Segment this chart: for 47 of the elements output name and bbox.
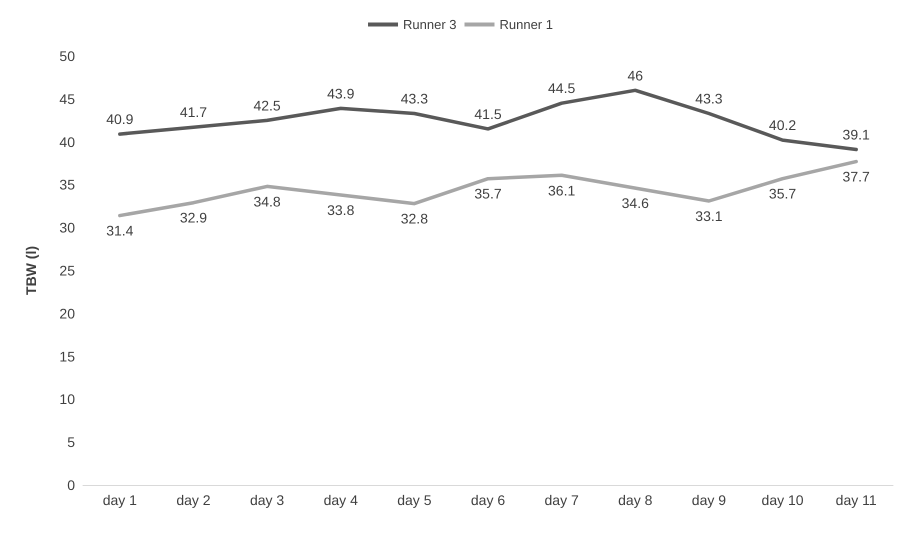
x-tick-label: day 9 — [692, 492, 726, 508]
y-tick-label: 45 — [59, 90, 76, 107]
y-tick-label: 20 — [59, 305, 76, 322]
data-label: 39.1 — [842, 126, 870, 143]
data-label: 32.9 — [180, 210, 208, 226]
data-label: 34.8 — [253, 193, 281, 210]
data-label: 43.3 — [400, 90, 428, 106]
data-label: 33.1 — [695, 208, 723, 224]
y-tick-label: 35 — [59, 176, 76, 193]
x-tick-label: day 7 — [544, 492, 579, 508]
data-label: 43.9 — [327, 85, 355, 102]
data-label: 37.7 — [842, 168, 870, 185]
x-tick-label: day 4 — [324, 492, 358, 508]
data-label: 46 — [627, 67, 644, 84]
y-axis-title: TBW (l) — [23, 246, 39, 295]
data-label: 35.7 — [474, 186, 502, 202]
data-label: 36.1 — [548, 182, 576, 198]
data-label: 44.5 — [548, 80, 576, 96]
x-tick-label: day 5 — [397, 492, 432, 508]
data-label: 35.7 — [768, 186, 796, 202]
data-label: 31.4 — [106, 222, 134, 239]
data-label: 41.5 — [474, 106, 502, 122]
x-tick-label: day 6 — [470, 492, 506, 508]
data-label: 41.7 — [180, 104, 208, 120]
y-tick-label: 10 — [59, 391, 76, 408]
x-tick-label: day 3 — [250, 492, 284, 508]
legend-label: Runner 3 — [403, 17, 457, 32]
x-tick-label: day 10 — [762, 492, 804, 508]
data-label: 43.3 — [695, 90, 723, 106]
legend-label: Runner 1 — [500, 17, 553, 32]
y-tick-label: 0 — [67, 477, 76, 493]
data-label: 42.5 — [253, 97, 281, 114]
data-label: 40.9 — [106, 111, 134, 128]
y-tick-label: 40 — [59, 134, 76, 150]
x-tick-label: day 2 — [176, 492, 211, 508]
x-tick-label: day 1 — [102, 492, 138, 508]
y-tick-label: 15 — [59, 348, 76, 364]
y-tick-label: 25 — [59, 262, 76, 278]
data-label: 33.8 — [327, 202, 355, 218]
data-label: 40.2 — [768, 117, 796, 134]
y-tick-label: 5 — [67, 434, 76, 450]
x-tick-label: day 8 — [618, 492, 653, 508]
data-label: 32.8 — [400, 210, 428, 227]
data-label: 34.6 — [622, 195, 650, 212]
x-tick-label: day 11 — [836, 492, 877, 508]
y-tick-label: 30 — [59, 220, 76, 236]
y-tick-label: 50 — [59, 48, 76, 64]
